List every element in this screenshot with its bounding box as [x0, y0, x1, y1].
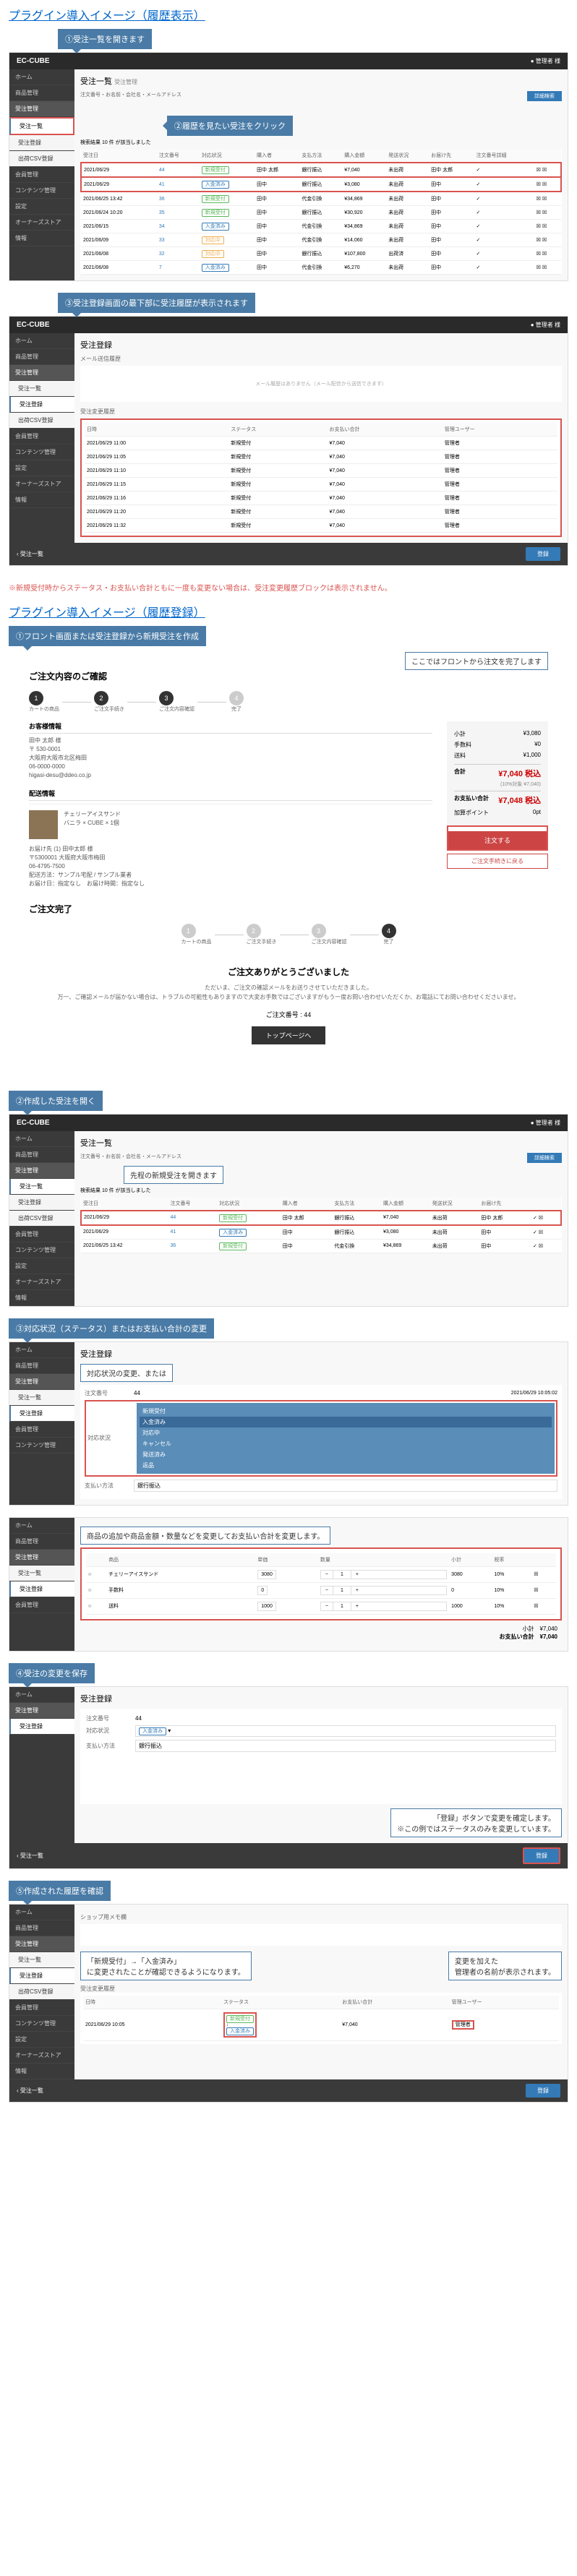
order-summary: 小計¥3,080 手数料¥0 送料¥1,000 合計¥7,040 税込 (10%… — [447, 721, 548, 825]
callout-r5c: 変更を加えた 管理者の名前が表示されます。 — [448, 1952, 562, 1980]
sidebar: ホーム 商品管理 受注管理 受注一覧 受注登録 出荷CSV登録 会員管理 コンテ… — [9, 69, 74, 280]
customer-label: お客様情報 — [29, 721, 432, 734]
front-confirm: ここではフロントから注文を完了します ご注文内容のご確認 1カートの商品 2ご注… — [29, 652, 548, 897]
nav-order-list[interactable]: 受注一覧 — [9, 117, 74, 135]
order-row[interactable]: 2021/06/2941入金済み田中銀行振込¥3,080未出荷田中✓☒ ☒ — [81, 177, 561, 192]
order-number: ご注文番号 : 44 — [48, 1010, 529, 1019]
history-block-title: 受注変更履歴 — [80, 408, 562, 416]
callout-1: ①受注一覧を開きます — [58, 29, 152, 49]
admin-screen-2: EC-CUBE ● 管理者 様 ホーム 商品管理 受注管理 受注一覧 受注登録 … — [9, 316, 568, 566]
admin-screen-4b: ホーム 商品管理 受注管理 受注一覧 受注登録 会員管理 商品の追加や商品金額・… — [9, 1517, 568, 1652]
warning-text: ※新規受付時からステータス・お支払い合計ともに一度も変更ない場合は、受注変更履歴… — [0, 578, 577, 597]
order-row[interactable]: 2021/06/2944新規受付田中 太郎銀行振込¥7,040未出荷田中 太郎✓… — [81, 163, 561, 177]
callout-r2: ②作成した受注を開く — [9, 1091, 103, 1111]
save-button[interactable]: 登録 — [526, 547, 560, 561]
section-title-register: プラグイン導入イメージ（履歴登録） — [0, 597, 577, 626]
nav-product[interactable]: 商品管理 — [9, 85, 74, 101]
header-user[interactable]: ● 管理者 様 — [531, 57, 560, 65]
callout-r2b: 先程の新規受注を開きます — [124, 1166, 223, 1184]
thanks-title: ご注文ありがとうございました — [40, 966, 537, 978]
order-row[interactable]: 2021/06/1534入金済み田中代金引換¥34,869未出荷田中✓☒ ☒ — [81, 220, 561, 233]
ship-label: 配送情報 — [29, 789, 432, 801]
order-row[interactable]: 2021/06/087入金済み田中代金引換¥6,270未出荷田中✓☒ ☒ — [81, 261, 561, 275]
top-button[interactable]: トップページへ — [252, 1026, 326, 1044]
thanks-text: ただいま、ご注文の確認メールをお送りさせていただきました。 万一、ご確認メールが… — [40, 984, 537, 1003]
nav-store[interactable]: オーナーズストア — [9, 215, 74, 231]
header-user[interactable]: ● 管理者 様 — [531, 321, 560, 329]
order-row[interactable]: 2021/06/24 10:2035新規受付田中銀行振込¥30,920未出荷田中… — [81, 206, 561, 220]
callout-r4b: 「登録」ボタンで変更を確定します。 ※この例ではステータスのみを変更しています。 — [390, 1808, 562, 1837]
history-table: 日時ステータス お支払い合計管理ユーザー 2021/06/29 11:00新規受… — [85, 423, 557, 533]
admin-screen-6: ホーム 商品管理 受注管理 受注一覧 受注登録 出荷CSV登録 会員管理 コンテ… — [9, 1904, 568, 2103]
nav-setting[interactable]: 設定 — [9, 199, 74, 215]
nav-order[interactable]: 受注管理 — [9, 101, 74, 117]
result-count: 検索結果 10 件 が該当しました — [80, 139, 562, 146]
section-title-display: プラグイン導入イメージ（履歴表示） — [0, 0, 577, 29]
callout-r5b: 「新規受付」→「入金済み」 に変更されたことが確認できるようになります。 — [80, 1952, 252, 1980]
save-button-hl[interactable]: 登録 — [523, 1847, 560, 1864]
status-select[interactable]: 入金済み ▾ — [135, 1725, 556, 1737]
admin-screen-3: EC-CUBE● 管理者 様 ホーム 商品管理 受注管理 受注一覧 受注登録 出… — [9, 1114, 568, 1307]
footer-back[interactable]: ‹ 受注一覧 — [17, 550, 43, 558]
admin-screen-5: ホーム 受注管理 受注登録 受注登録 注文番号44 対応状況入金済み ▾ 支払い… — [9, 1686, 568, 1869]
customer-info: 田中 太郎 様 〒 530-0001 大阪府大阪市北区梅田 06-0000-00… — [29, 737, 432, 780]
logo: EC-CUBE — [17, 321, 50, 329]
logo: EC-CUBE — [17, 57, 50, 65]
nav-ship-csv[interactable]: 出荷CSV登録 — [9, 151, 74, 167]
back-button[interactable]: ご注文手続きに戻る — [447, 854, 548, 869]
callout-r1b: ここではフロントから注文を完了します — [405, 652, 548, 670]
status-dropdown[interactable]: 新規受付 入金済み 対応中 キャンセル 発送済み 返品 — [137, 1403, 555, 1474]
order-table: 受注日注文番号対応状況 購入者支払方法購入金額 発送状況お届け先注文番号詳細 2… — [80, 149, 562, 275]
search-button[interactable]: 詳細検索 — [527, 91, 562, 101]
callout-3: ③受注登録画面の最下部に受注履歴が表示されます — [58, 293, 255, 313]
callout-2: ②履歴を見たい受注をクリック — [167, 116, 293, 136]
order-row[interactable]: 2021/06/0832対応中田中銀行振込¥107,800出荷済田中✓☒ ☒ — [81, 247, 561, 261]
nav-order-edit[interactable]: 受注登録 — [9, 135, 74, 151]
callout-r3: ③対応状況（ステータス）またはお支払い合計の変更 — [9, 1318, 214, 1339]
nav-home[interactable]: ホーム — [9, 69, 74, 85]
callout-r4: ④受注の変更を保存 — [9, 1663, 95, 1683]
new-order-row[interactable]: 2021/06/2944 新規受付 田中 太郎銀行振込¥7,040 未出荷田中 … — [81, 1211, 561, 1225]
admin-screen-4a: ホーム 商品管理 受注管理 受注一覧 受注登録 会員管理 コンテンツ管理 受注登… — [9, 1341, 568, 1506]
page-title: 受注一覧 受注管理 — [80, 75, 562, 87]
front-complete: ご注文完了 1カートの商品 2ご注文手続き 3ご注文内容確認 4完了 ご注文あり… — [29, 903, 548, 1056]
admin-screen-1: EC-CUBE ● 管理者 様 ホーム 商品管理 受注管理 受注一覧 受注登録 … — [9, 52, 568, 281]
callout-r3b: 対応状況の変更、または — [80, 1364, 173, 1382]
search-area: 注文番号・お名前・会社名・メールアドレス 詳細検索 — [80, 91, 562, 98]
product-image — [29, 810, 58, 839]
nav-content[interactable]: コンテンツ管理 — [9, 183, 74, 199]
callout-r3c: 商品の追加や商品金額・数量などを変更してお支払い合計を変更します。 — [80, 1527, 330, 1545]
complete-title: ご注文完了 — [29, 903, 548, 915]
order-row[interactable]: 2021/06/25 13:4236新規受付田中代金引換¥34,869未出荷田中… — [81, 192, 561, 206]
confirm-title: ご注文内容のご確認 — [29, 670, 548, 682]
order-row[interactable]: 2021/06/0933対応中田中代金引換¥14,060未出荷田中✓☒ ☒ — [81, 233, 561, 247]
page-title: 受注登録 — [80, 339, 562, 351]
item-table: 商品単価数量小計税率 ○チェリーアイスサンド3080−1+308010%☒○手数… — [86, 1553, 556, 1615]
confirm-button[interactable]: 注文する — [448, 831, 547, 849]
nav-member[interactable]: 会員管理 — [9, 167, 74, 183]
callout-r1: ①フロント画面または受注登録から新規受注を作成 — [9, 626, 206, 646]
nav-info[interactable]: 情報 — [9, 231, 74, 246]
callout-r5: ⑤作成された履歴を確認 — [9, 1881, 111, 1901]
history-table-final: 日時ステータスお支払い合計管理ユーザー 2021/06/29 10:05 新規受… — [83, 1996, 559, 2041]
